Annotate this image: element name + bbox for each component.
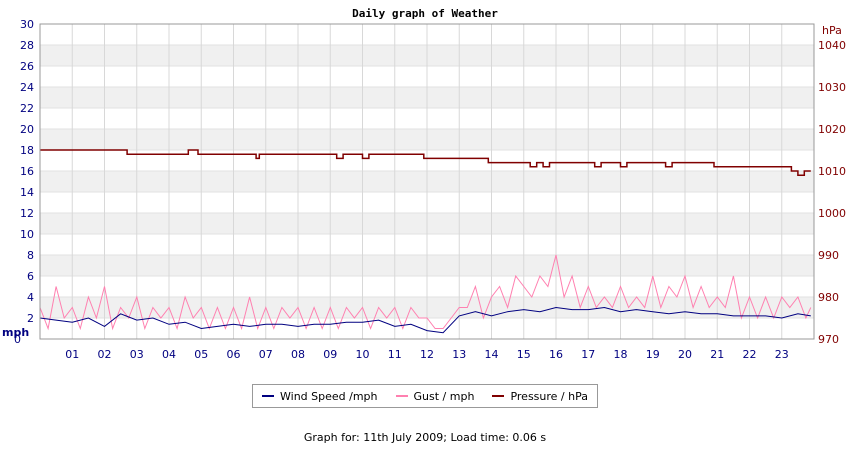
chart-title: Daily graph of Weather (352, 7, 498, 20)
x-tick-label: 09 (323, 348, 337, 361)
x-tick-label: 08 (291, 348, 305, 361)
left-tick-label: 0 (14, 333, 21, 346)
x-tick-label: 04 (162, 348, 176, 361)
x-tick-label: 12 (420, 348, 434, 361)
footer-status: Graph for: 11th July 2009; Load time: 0.… (303, 431, 547, 444)
series-layer (39, 149, 812, 334)
x-tick-label: 11 (388, 348, 402, 361)
right-tick-label: 1030 (818, 81, 846, 94)
right-tick-label: 1010 (818, 165, 846, 178)
left-axis-unit: mph (2, 326, 29, 339)
x-axis: 01 02 03 04 05 06 07 08 09 10 11 12 13 14 15 16 17 18 19 20… (65, 348, 789, 361)
right-tick-label: 990 (818, 249, 839, 262)
x-tick-label: 03 (130, 348, 144, 361)
x-tick-label: 21 (710, 348, 724, 361)
left-tick-label: 14 (20, 186, 34, 199)
x-tick-label: 05 (194, 348, 208, 361)
x-tick-label: 02 (98, 348, 112, 361)
right-tick-label: 1000 (818, 207, 846, 220)
left-tick-label: 18 (20, 144, 34, 157)
x-tick-label: 17 (581, 348, 595, 361)
x-tick-label: 14 (485, 348, 499, 361)
left-tick-label: 16 (20, 165, 34, 178)
x-tick-label: 15 (517, 348, 531, 361)
x-tick-label: 18 (614, 348, 628, 361)
legend-label-pressure: Pressure / hPa (510, 389, 588, 403)
series-gust (39, 254, 812, 331)
legend-swatch-gust (395, 395, 408, 397)
legend-swatch-pressure (492, 395, 505, 397)
left-tick-label: 8 (27, 249, 34, 262)
left-tick-label: 26 (20, 60, 34, 73)
left-tick-label: 30 (20, 18, 34, 31)
legend-label-gust: Gust / mph (413, 389, 475, 403)
x-tick-label: 07 (259, 348, 273, 361)
legend-label-wind: Wind Speed /mph (280, 389, 378, 403)
series-pressure (40, 149, 811, 176)
legend-item-wind: Wind Speed /mph (262, 390, 378, 403)
plot-frame (39, 23, 815, 340)
left-tick-label: 6 (27, 270, 34, 283)
left-tick-label: 12 (20, 207, 34, 220)
x-tick-label: 13 (452, 348, 466, 361)
series-wind-speed (39, 306, 811, 334)
legend-item-pressure: Pressure / hPa (492, 390, 588, 403)
x-tick-label: 06 (227, 348, 241, 361)
right-tick-label: 980 (818, 291, 839, 304)
right-axis: 970 980 990 1000 1010 1020 1030 1040 (818, 39, 846, 346)
left-tick-label: 28 (20, 39, 34, 52)
left-tick-label: 2 (27, 312, 34, 325)
left-tick-label: 22 (20, 102, 34, 115)
right-tick-label: 970 (818, 333, 839, 346)
x-tick-label: 23 (775, 348, 789, 361)
left-tick-label: 24 (20, 81, 34, 94)
x-tick-label: 22 (743, 348, 757, 361)
x-tick-label: 01 (65, 348, 79, 361)
legend-swatch-wind (262, 395, 274, 397)
legend-item-gust: Gust / mph (395, 389, 475, 403)
x-tick-label: 16 (549, 348, 563, 361)
x-tick-label: 20 (678, 348, 692, 361)
left-tick-label: 20 (20, 123, 34, 136)
legend: Wind Speed /mph Gust / mph Pressure / hP… (252, 384, 598, 408)
x-tick-label: 10 (356, 348, 370, 361)
left-tick-label: 10 (20, 228, 34, 241)
right-tick-label: 1040 (818, 39, 846, 52)
left-tick-label: 4 (27, 291, 34, 304)
right-axis-unit: hPa (822, 24, 842, 37)
right-tick-label: 1020 (818, 123, 846, 136)
x-tick-label: 19 (646, 348, 660, 361)
